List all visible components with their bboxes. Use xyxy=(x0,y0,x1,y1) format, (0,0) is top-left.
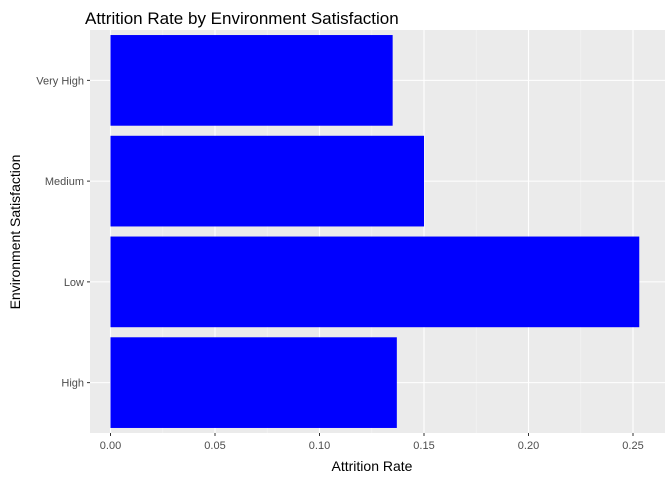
y-tick-label: Low xyxy=(64,277,84,289)
bar-medium xyxy=(110,135,424,227)
bar-very-high xyxy=(110,35,393,126)
x-tick-label: 0.00 xyxy=(100,440,121,452)
y-tick-label: Very High xyxy=(36,75,84,87)
x-axis: 0.00 0.05 0.10 0.15 0.20 0.25 xyxy=(100,433,644,452)
y-tick-label: High xyxy=(61,378,84,390)
bars-group xyxy=(110,35,640,428)
x-tick-label: 0.10 xyxy=(309,440,330,452)
bar-low xyxy=(110,236,640,328)
chart-title: Attrition Rate by Environment Satisfacti… xyxy=(85,9,399,28)
x-tick-label: 0.20 xyxy=(518,440,539,452)
y-axis: High Low Medium Very High xyxy=(36,75,90,390)
y-tick-label: Medium xyxy=(45,176,84,188)
x-tick-label: 0.15 xyxy=(413,440,434,452)
x-axis-title: Attrition Rate xyxy=(332,458,413,474)
y-axis-title: Environment Satisfaction xyxy=(7,155,23,310)
x-tick-label: 0.25 xyxy=(622,440,643,452)
x-tick-label: 0.05 xyxy=(204,440,225,452)
bar-high xyxy=(110,337,397,428)
